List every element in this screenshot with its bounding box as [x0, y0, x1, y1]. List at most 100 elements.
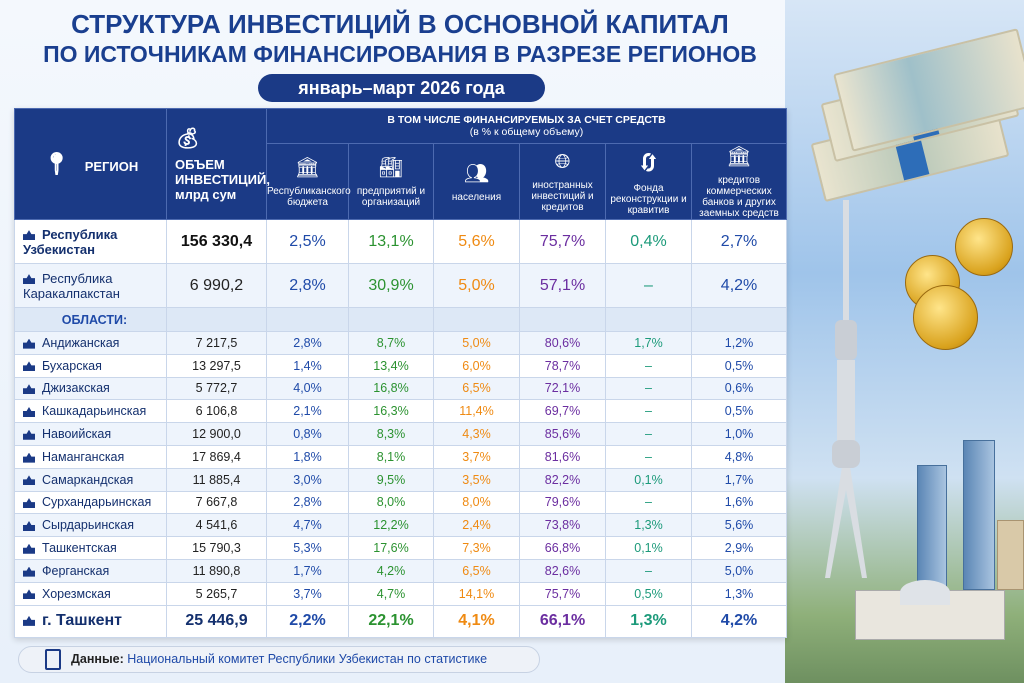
volume-cell: 11 890,8 — [166, 558, 267, 583]
header-group: В ТОМ ЧИСЛЕ ФИНАНСИРУЕМЫХ ЗА СЧЕТ СРЕДСТ… — [265, 108, 788, 144]
share-cell: 0,1% — [605, 536, 692, 560]
share-cell: – — [605, 353, 692, 378]
volume-cell: 7 217,5 — [166, 331, 267, 355]
share-cell: 57,1% — [519, 263, 606, 308]
share-cell: 4,2% — [690, 263, 788, 308]
share-cell: 6,5% — [433, 376, 520, 401]
region-emblem-icon — [23, 498, 35, 509]
share-cell: 0,1% — [605, 467, 692, 492]
table-row: Кашкадарьинская 6 106,8 2,1% 16,3% 11,4% 69,7… — [14, 399, 788, 424]
share-cell: 66,8% — [519, 536, 606, 560]
share-cell: 11,4% — [433, 399, 520, 424]
share-cell: 69,7% — [519, 399, 606, 424]
share-cell: 66,1% — [519, 604, 606, 638]
share-cell: 14,1% — [433, 581, 520, 606]
region-emblem-icon — [23, 384, 35, 395]
region-emblem-icon — [23, 230, 35, 241]
oblast-label: ОБЛАСТИ: — [14, 307, 167, 332]
share-cell: 1,4% — [266, 353, 349, 378]
coin-stack — [955, 218, 1013, 276]
table-row: Самаркандская 11 885,4 3,0% 9,5% 3,5% 82,2% 0,… — [14, 467, 788, 492]
share-cell: 1,3% — [690, 581, 788, 606]
table-row: Республика Узбекистан 156 330,4 2,5% 13,1% 5… — [14, 219, 788, 264]
share-cell: 4,2% — [690, 604, 788, 638]
volume-cell: 12 900,0 — [166, 422, 267, 446]
share-cell: – — [605, 490, 692, 515]
header-volume: 💰︎ ОБЪЕМ ИНВЕСТИЦИЙ, млрд сум — [166, 108, 270, 220]
oblast-section-row: ОБЛАСТИ: — [14, 307, 788, 332]
region-name: Наманганская — [14, 444, 167, 469]
share-cell: 81,6% — [519, 444, 606, 469]
title-line-2: ПО ИСТОЧНИКАМ ФИНАНСИРОВАНИЯ В РАЗРЕЗЕ Р… — [43, 41, 757, 67]
source-note: Данные: Национальный комитет Республики … — [18, 646, 540, 673]
bank-icon: 🏛︎ — [726, 146, 752, 168]
share-cell: 3,5% — [433, 467, 520, 492]
volume-cell: 156 330,4 — [166, 219, 267, 264]
share-cell: 1,0% — [690, 422, 788, 446]
region-name: Джизакская — [14, 376, 167, 401]
region-name: Андижанская — [14, 331, 167, 355]
share-cell: – — [605, 263, 692, 308]
share-cell: – — [605, 422, 692, 446]
share-cell: 75,7% — [519, 581, 606, 606]
volume-cell: 25 446,9 — [166, 604, 267, 638]
share-cell: 3,7% — [433, 444, 520, 469]
share-cell: 4,7% — [348, 581, 434, 606]
table-row: г. Ташкент 25 446,9 2,2% 22,1% 4,1% 66,1% 1,3%… — [14, 604, 788, 638]
share-cell: 5,0% — [433, 331, 520, 355]
table-row: Джизакская 5 772,7 4,0% 16,8% 6,5% 72,1% –0,6% — [14, 376, 788, 401]
euro-coin — [913, 285, 978, 350]
share-cell: 1,3% — [605, 513, 692, 538]
region-name: Сырдарьинская — [14, 513, 167, 538]
share-cell: 5,6% — [690, 513, 788, 538]
table-row: Навоийская 12 900,0 0,8% 8,3% 4,3% 85,6% –1,0% — [14, 422, 788, 446]
skyscraper — [963, 440, 995, 590]
share-cell: 5,6% — [433, 219, 520, 264]
share-cell: 1,7% — [605, 331, 692, 355]
share-cell: 1,2% — [690, 331, 788, 355]
volume-cell: 7 667,8 — [166, 490, 267, 515]
share-cell: 13,4% — [348, 353, 434, 378]
share-cell: 79,6% — [519, 490, 606, 515]
globe-icon: 🌐︎ — [554, 150, 571, 173]
header-col-2: 🏭︎ предприятий и организаций — [348, 143, 434, 220]
share-cell: 12,2% — [348, 513, 434, 538]
share-cell: 78,7% — [519, 353, 606, 378]
region-name: Республика Каракалпакстан — [14, 263, 167, 308]
share-cell: 0,8% — [266, 422, 349, 446]
header-col-1: 🏛︎ Республиканского бюджета — [266, 143, 351, 220]
volume-cell: 17 869,4 — [166, 444, 267, 469]
share-cell: 3,0% — [266, 467, 349, 492]
region-name: Сурхандарьинская — [14, 490, 167, 515]
region-name: Республика Узбекистан — [14, 219, 167, 264]
share-cell: 4,1% — [433, 604, 520, 638]
share-cell: 17,6% — [348, 536, 434, 560]
region-emblem-icon — [23, 475, 35, 486]
share-cell: 0,5% — [690, 353, 788, 378]
region-emblem-icon — [23, 452, 35, 463]
share-cell: 73,8% — [519, 513, 606, 538]
table-row: Хорезмская 5 265,7 3,7% 4,7% 14,1% 75,7% 0,5% 1… — [14, 581, 788, 606]
region-emblem-icon — [23, 274, 35, 285]
share-cell: – — [605, 399, 692, 424]
share-cell: 16,3% — [348, 399, 434, 424]
share-cell: 4,0% — [266, 376, 349, 401]
clipboard-icon — [45, 649, 61, 670]
share-cell: 16,8% — [348, 376, 434, 401]
share-cell: – — [605, 558, 692, 583]
share-cell: 6,5% — [433, 558, 520, 583]
share-cell: 2,1% — [266, 399, 349, 424]
share-cell: 0,5% — [605, 581, 692, 606]
share-cell: 8,3% — [348, 422, 434, 446]
table-row: Республика Каракалпакстан 6 990,2 2,8% 30,9… — [14, 263, 788, 308]
share-cell: 5,0% — [690, 558, 788, 583]
header-col-4: 🌐︎ иностранных инвестиций и кредитов — [519, 143, 606, 220]
region-emblem-icon — [23, 361, 35, 372]
volume-cell: 5 265,7 — [166, 581, 267, 606]
region-emblem-icon — [23, 566, 35, 577]
region-emblem-icon — [23, 406, 35, 417]
skyscraper — [917, 465, 947, 595]
share-cell: 8,1% — [348, 444, 434, 469]
share-cell: 5,0% — [433, 263, 520, 308]
region-emblem-icon — [23, 615, 35, 626]
